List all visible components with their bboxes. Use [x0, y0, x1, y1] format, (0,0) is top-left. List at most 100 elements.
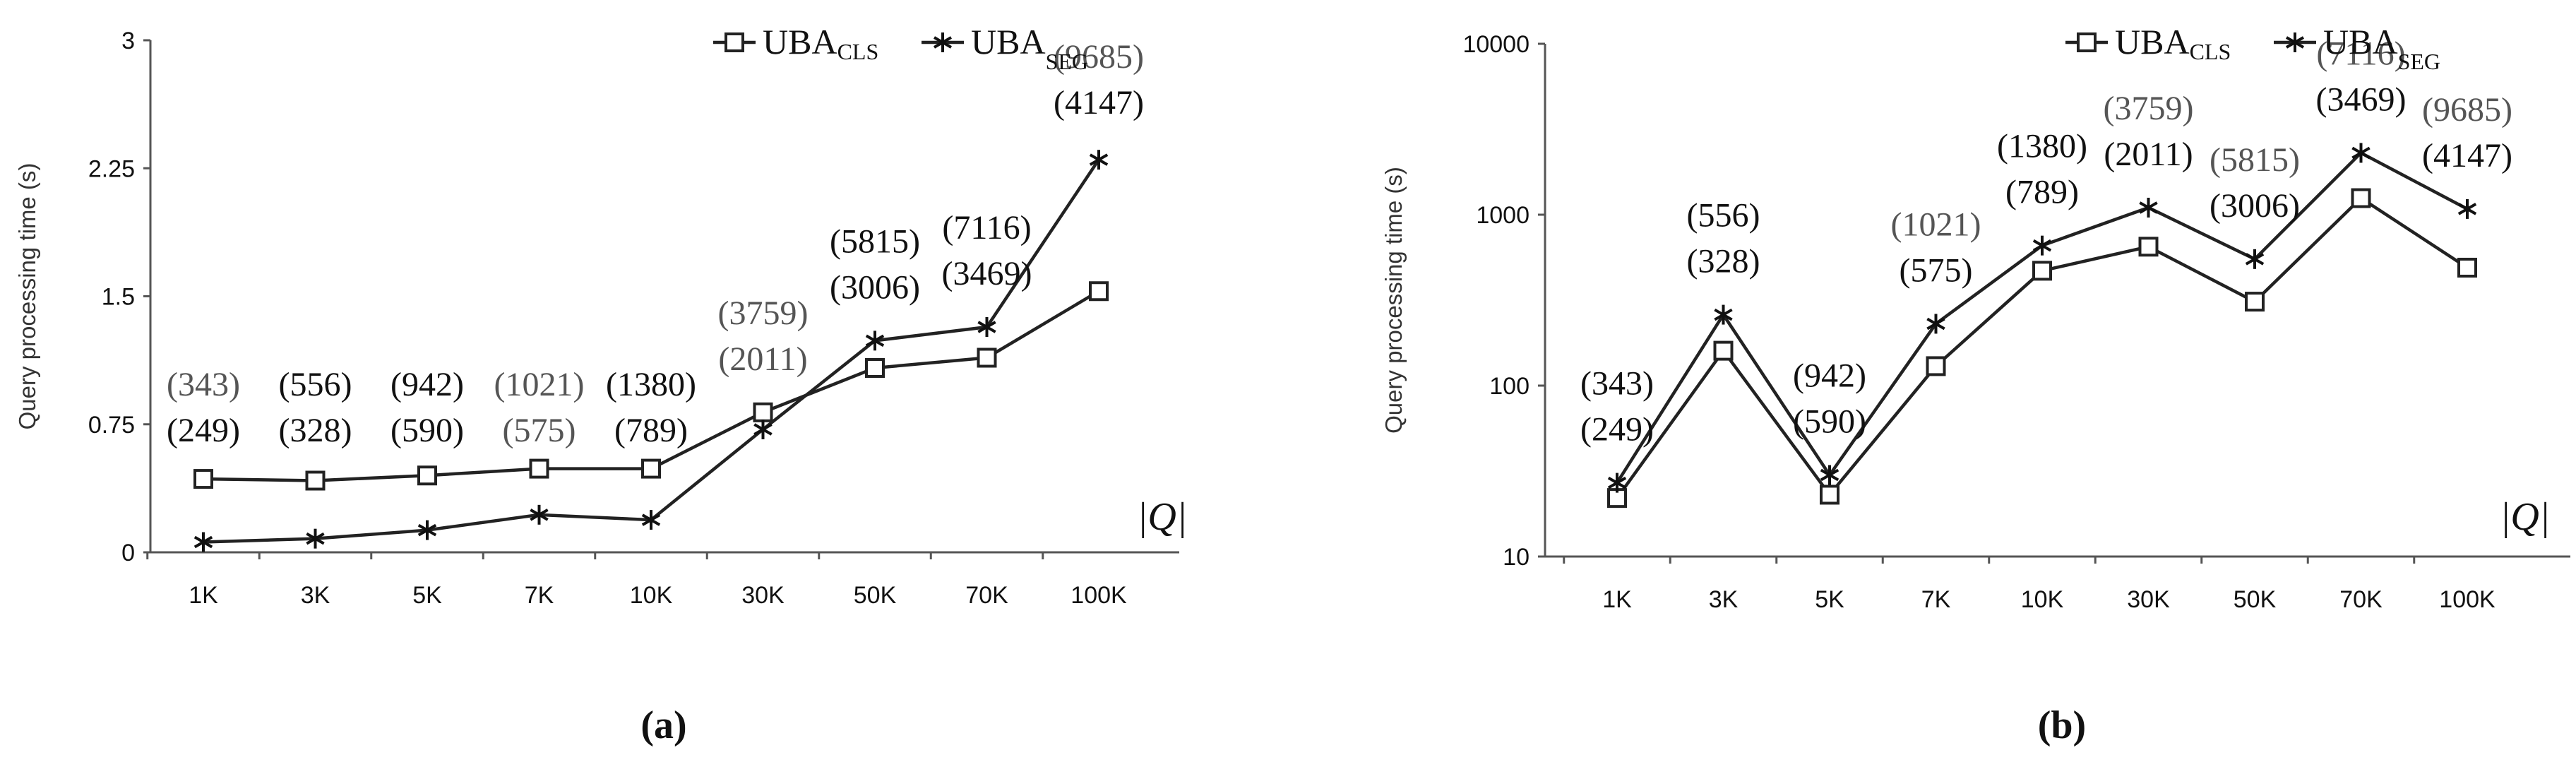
legend-square-marker: [2077, 32, 2097, 52]
y-tick-label: 10: [1503, 544, 1530, 571]
annotation-lower: (575): [1900, 251, 1973, 289]
square-point: [2032, 261, 2052, 281]
asterisk-stroke: [1607, 476, 1627, 489]
asterisk-point: [1820, 465, 1839, 485]
asterisk-point: [865, 331, 885, 351]
y-axis-label: Query processing time (s): [14, 163, 40, 430]
square-point: [2457, 257, 2477, 278]
asterisk-stroke: [530, 509, 549, 521]
square-point: [417, 465, 437, 486]
annotation-lower: (4147): [1054, 84, 1144, 121]
square-point: [193, 469, 213, 489]
annotation-lower: (575): [503, 412, 576, 449]
annotation-upper: (1021): [1891, 206, 1981, 243]
asterisk-stroke: [2139, 201, 2158, 214]
x-tick-label: 1K: [189, 582, 218, 609]
square-point: [1713, 340, 1734, 361]
y-tick-label: 1000: [1476, 202, 1530, 229]
asterisk-stroke: [1926, 317, 1945, 331]
y-tick-label: 100: [1489, 373, 1530, 400]
y-tick-label: 0.75: [88, 412, 135, 439]
legend-label-seg: UBASEG: [2323, 22, 2440, 74]
asterisk-point: [641, 510, 661, 530]
y-tick-label: 0: [121, 540, 135, 566]
annotation-lower: (3469): [942, 255, 1032, 292]
chart-a: 0 0.75 1.5 2.25 3 1K 3K 5K 7K 10K 30K 50K 70K 100K Que…: [14, 22, 1187, 747]
legend-label-seg-main: UBA: [2323, 22, 2398, 61]
asterisk-stroke: [417, 523, 437, 537]
chart-b: 10 100 1000 10000 1K 3K 5K 7K 10K 30K 50K 70K 100K Qu…: [1381, 22, 2570, 747]
asterisk-stroke: [193, 535, 213, 549]
annotation-upper: (9685): [1054, 38, 1144, 76]
asterisk-point: [1607, 472, 1627, 493]
asterisk-point: [1714, 304, 1733, 325]
asterisk-point: [530, 504, 549, 525]
legend-asterisk-marker: [2285, 32, 2305, 52]
annotation-lower: (3006): [830, 268, 920, 306]
asterisk-point: [306, 528, 325, 549]
x-tick-label: 50K: [2234, 586, 2277, 613]
x-tick-label: 100K: [2439, 586, 2496, 613]
annotation-upper: (5815): [2210, 141, 2300, 179]
x-tick-label: 50K: [854, 582, 897, 609]
asterisk-stroke: [2285, 36, 2305, 49]
annotation-upper: (942): [1793, 357, 1866, 395]
asterisk-stroke: [2351, 146, 2371, 160]
annotation-lower: (3469): [2316, 81, 2407, 118]
x-axis-symbol: |Q|: [2500, 495, 2550, 539]
asterisk-point: [977, 317, 996, 337]
x-tick-label: 1K: [1602, 586, 1632, 613]
x-tick-label: 7K: [525, 582, 554, 609]
legend-label-seg-sub: SEG: [2398, 49, 2440, 74]
y-tick-label: 10000: [1462, 31, 1530, 58]
legend-square-marker: [724, 32, 744, 52]
asterisk-point: [1926, 314, 1945, 334]
asterisk-stroke: [2245, 253, 2265, 266]
legend-label-seg: UBASEG: [971, 22, 1088, 74]
asterisk-stroke: [2457, 203, 2477, 215]
chart-caption: (a): [640, 703, 686, 747]
annotation-lower: (789): [2005, 174, 2079, 211]
x-tick-label: 7K: [1921, 586, 1951, 613]
legend-asterisk-marker: [933, 32, 953, 52]
asterisk-stroke: [1714, 308, 1733, 321]
annotation-upper: (3759): [718, 295, 809, 332]
square-point: [641, 458, 661, 479]
square-point: [977, 347, 997, 368]
annotation-upper: (343): [1580, 365, 1654, 403]
annotation-lower: (789): [614, 412, 688, 449]
x-tick-label: 10K: [630, 582, 673, 609]
annotation-lower: (3006): [2210, 187, 2300, 225]
annotation-upper: (1380): [606, 366, 696, 403]
asterisk-stroke: [865, 334, 885, 347]
x-tick-label: 3K: [301, 582, 330, 609]
square-point: [865, 358, 885, 378]
x-tick-label: 30K: [2127, 586, 2170, 613]
legend-label-cls-sub: CLS: [2190, 39, 2231, 64]
square-point: [2351, 188, 2371, 208]
y-axis-label: Query processing time (s): [1381, 167, 1407, 434]
asterisk-stroke: [306, 532, 325, 545]
annotation-lower: (249): [167, 412, 240, 449]
legend-label-cls-sub: CLS: [837, 39, 879, 64]
asterisk-stroke: [933, 36, 953, 49]
square-point: [753, 402, 773, 422]
annotation-upper: (942): [390, 366, 464, 403]
x-tick-label: 3K: [1709, 586, 1739, 613]
legend-label-cls-main: UBA: [2115, 22, 2190, 61]
asterisk-point: [2245, 249, 2265, 269]
annotation-lower: (249): [1580, 411, 1654, 448]
x-tick-label: 70K: [965, 582, 1008, 609]
square-point: [2138, 237, 2159, 257]
y-tick-label: 2.25: [88, 155, 135, 182]
annotation-lower: (2011): [2104, 136, 2193, 173]
asterisk-point: [753, 420, 773, 439]
annotation-lower: (590): [1793, 403, 1866, 441]
annotation-upper: (556): [279, 366, 352, 403]
asterisk-point: [2032, 235, 2052, 256]
annotation-lower: (2011): [718, 340, 807, 378]
annotation-upper: (7116): [2316, 35, 2405, 72]
x-tick-label: 5K: [1815, 586, 1844, 613]
annotation-lower: (328): [279, 412, 352, 449]
asterisk-stroke: [2032, 239, 2052, 252]
